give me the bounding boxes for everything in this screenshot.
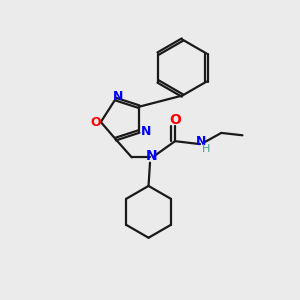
Text: N: N [196,135,207,148]
Text: N: N [113,90,124,103]
Text: N: N [140,125,151,138]
Text: O: O [169,113,181,127]
Text: O: O [90,116,101,128]
Text: N: N [146,149,157,163]
Text: H: H [202,144,211,154]
